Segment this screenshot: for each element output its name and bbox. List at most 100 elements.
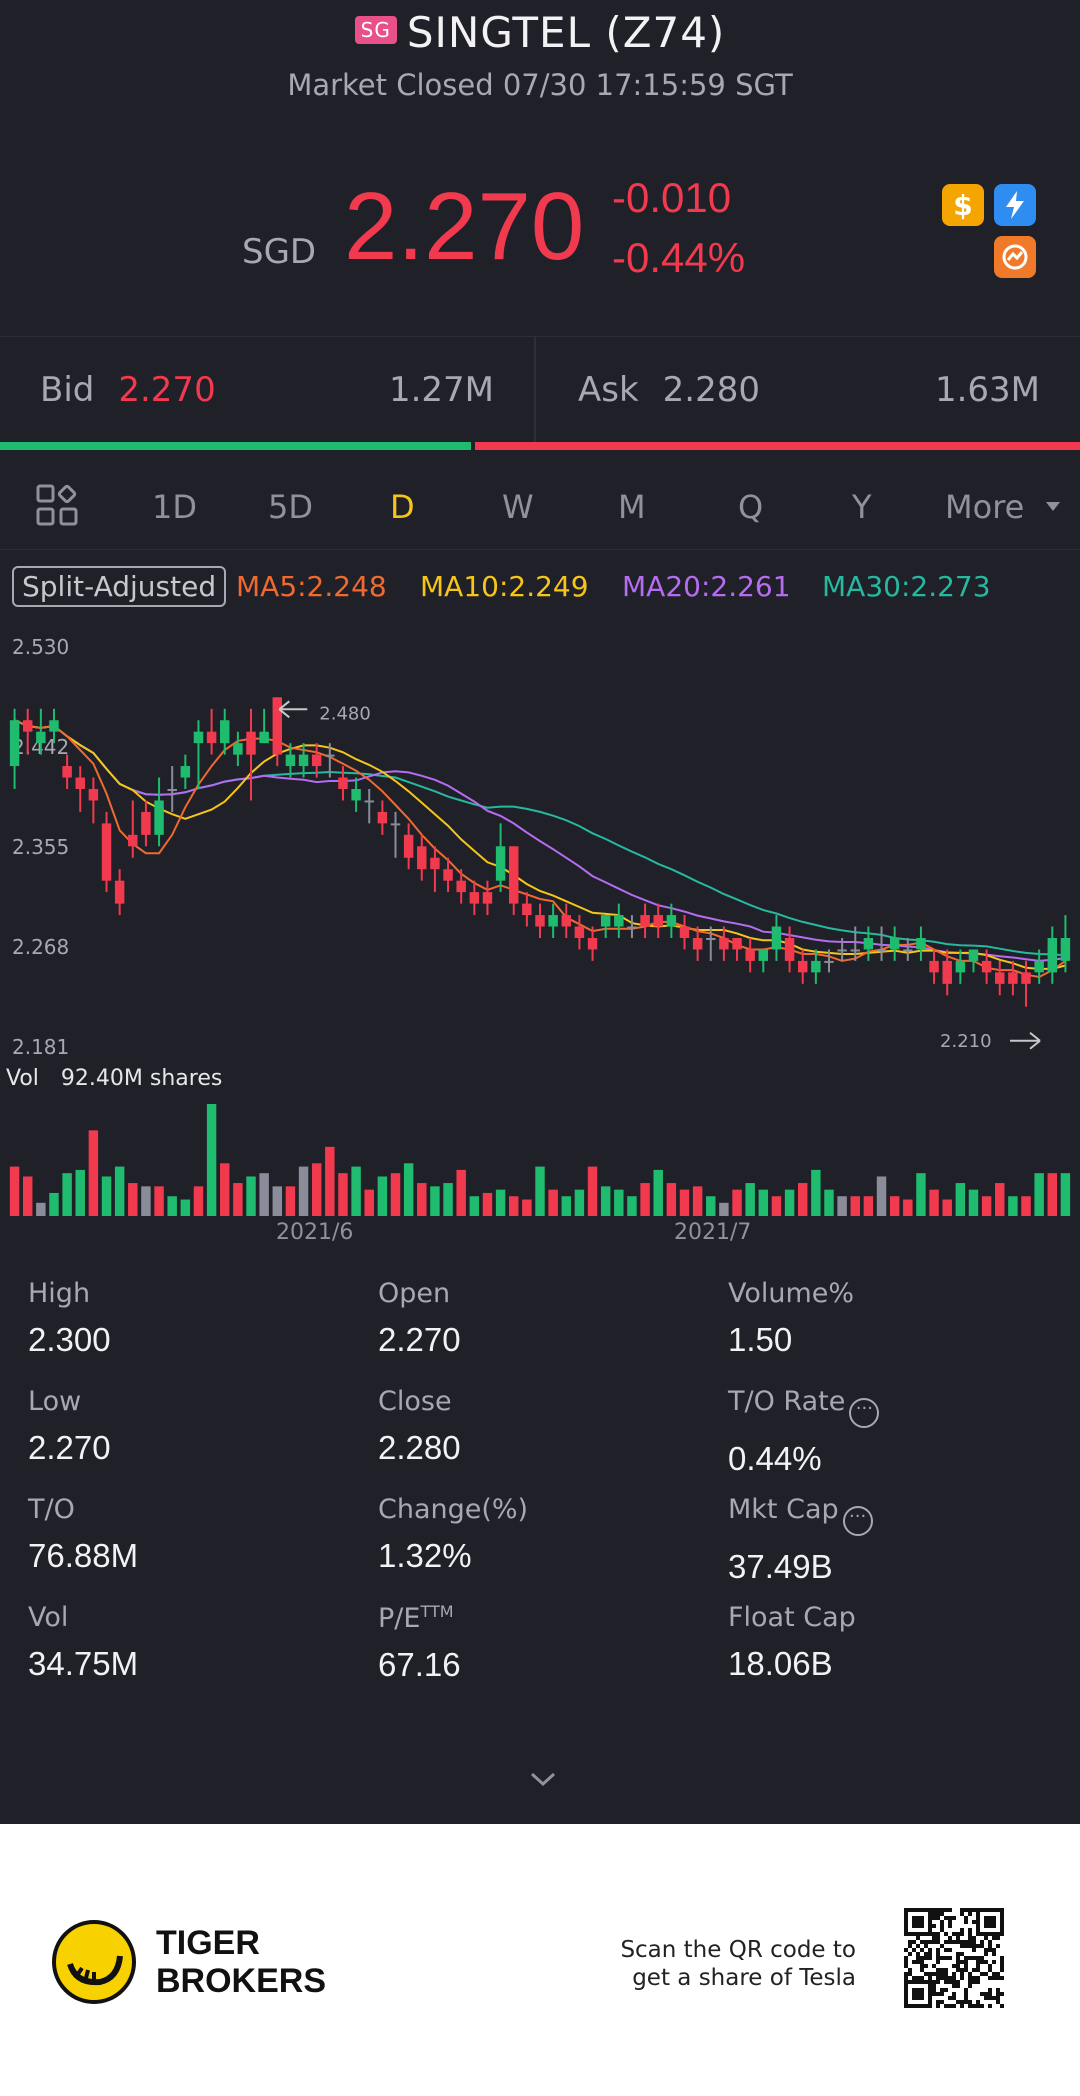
qr-module bbox=[940, 1968, 944, 1972]
tab-1d[interactable]: 1D bbox=[152, 488, 197, 526]
qr-module bbox=[992, 1960, 996, 1964]
candle-body bbox=[679, 926, 690, 938]
candle-body bbox=[1008, 972, 1018, 984]
qr-module bbox=[988, 1996, 992, 2000]
candle-body bbox=[653, 915, 663, 927]
tab-y[interactable]: Y bbox=[852, 488, 872, 526]
qr-module bbox=[920, 1968, 924, 1972]
lightning-icon[interactable] bbox=[994, 184, 1036, 226]
currency-label: SGD bbox=[242, 232, 317, 272]
qr-module bbox=[936, 1936, 940, 1940]
volume-bar bbox=[666, 1183, 677, 1216]
qr-module bbox=[972, 1956, 976, 1960]
volume-bar bbox=[128, 1183, 138, 1216]
tab-5d[interactable]: 5D bbox=[268, 488, 313, 526]
y-tick-label: 2.355 bbox=[12, 835, 69, 859]
bid-section[interactable]: Bid 2.270 1.27M bbox=[0, 337, 536, 443]
qr-module bbox=[916, 1952, 920, 1956]
qr-module bbox=[952, 1972, 956, 1976]
candle-body bbox=[758, 949, 769, 961]
qr-module bbox=[956, 1960, 960, 1964]
qr-module bbox=[960, 2004, 964, 2008]
qr-module bbox=[956, 1984, 960, 1988]
volume-bar bbox=[535, 1166, 545, 1216]
qr-module bbox=[1000, 1956, 1004, 1960]
split-adjusted-button[interactable]: Split-Adjusted bbox=[12, 566, 227, 607]
volume-value: 92.40M shares bbox=[60, 1066, 223, 1091]
moving-average-legend: Split-Adjusted MA5:2.248 MA10:2.249 MA20… bbox=[0, 564, 1080, 612]
qr-module bbox=[936, 1980, 940, 1984]
candle-body bbox=[22, 720, 33, 732]
tab-more[interactable]: More bbox=[945, 488, 1025, 526]
brand-line-1: TIGER bbox=[156, 1924, 260, 1962]
stat-low-label: Low bbox=[28, 1386, 82, 1417]
qr-module bbox=[980, 1944, 984, 1948]
tab-d[interactable]: D bbox=[390, 488, 415, 526]
qr-module bbox=[980, 2004, 984, 2008]
more-info-icon[interactable]: ··· bbox=[849, 1398, 880, 1428]
volume-bar bbox=[508, 1196, 519, 1216]
qr-module bbox=[956, 1940, 960, 1944]
candle-body bbox=[193, 731, 204, 744]
candle-body bbox=[561, 915, 572, 927]
qr-module bbox=[940, 1924, 944, 1928]
more-info-icon[interactable]: ··· bbox=[842, 1506, 873, 1536]
qr-module bbox=[968, 1944, 972, 1948]
qr-module bbox=[992, 1936, 996, 1940]
candle-body bbox=[298, 754, 309, 767]
qr-module bbox=[920, 1976, 924, 1980]
volume-bar bbox=[522, 1199, 532, 1216]
qr-module bbox=[952, 2004, 956, 2008]
qr-module bbox=[976, 1980, 980, 1984]
volume-bar bbox=[193, 1186, 204, 1216]
volume-bar bbox=[981, 1196, 992, 1216]
stat-pe-superscript: TTM bbox=[420, 1602, 454, 1621]
options-icon[interactable] bbox=[994, 236, 1036, 278]
volume-bar bbox=[916, 1173, 926, 1216]
qr-module bbox=[944, 1968, 948, 1972]
volume-bar bbox=[88, 1130, 99, 1216]
candle-body bbox=[1034, 960, 1044, 973]
bid-quantity: 1.27M bbox=[388, 370, 494, 410]
tab-m[interactable]: M bbox=[618, 488, 646, 526]
candle-body bbox=[850, 949, 860, 952]
ask-section[interactable]: Ask 2.280 1.63M bbox=[538, 337, 1080, 443]
tab-q[interactable]: Q bbox=[738, 488, 764, 526]
tab-w[interactable]: W bbox=[502, 488, 534, 526]
chevron-down-icon[interactable] bbox=[528, 1764, 558, 1794]
caret-down-icon[interactable] bbox=[1044, 500, 1062, 514]
qr-module bbox=[1000, 1992, 1004, 1996]
qr-module bbox=[932, 1992, 936, 1996]
volume-bar bbox=[167, 1196, 177, 1216]
volume-bar bbox=[1047, 1173, 1058, 1216]
bid-ask-bar[interactable]: Bid 2.270 1.27M Ask 2.280 1.63M bbox=[0, 336, 1080, 444]
dollar-icon[interactable]: $ bbox=[942, 184, 984, 226]
tiger-logo-icon bbox=[52, 1920, 136, 2004]
qr-module bbox=[932, 1908, 936, 1912]
volume-bar bbox=[233, 1183, 243, 1216]
brand-line-2: BROKERS bbox=[156, 1962, 327, 2000]
qr-module bbox=[964, 1992, 968, 1996]
candle-body bbox=[548, 915, 558, 927]
candle-body bbox=[614, 915, 624, 927]
stat-to-rate: T/O Rate ··· 0.44% bbox=[728, 1386, 1068, 1478]
qr-module bbox=[972, 1908, 976, 1912]
layout-grid-icon[interactable] bbox=[36, 484, 78, 526]
qr-module bbox=[960, 1912, 964, 1916]
volume-bar bbox=[259, 1173, 269, 1216]
y-tick-label: 2.530 bbox=[12, 635, 69, 659]
qr-module bbox=[976, 2000, 980, 2004]
qr-module bbox=[964, 1920, 968, 1924]
candle-body bbox=[811, 960, 821, 973]
candle-body bbox=[417, 846, 427, 870]
stat-pe-value: 67.16 bbox=[378, 1646, 461, 1683]
volume-bar bbox=[403, 1163, 414, 1216]
qr-module bbox=[988, 1940, 992, 1944]
qr-code[interactable] bbox=[904, 1908, 1004, 2008]
qr-module bbox=[908, 1972, 912, 1976]
qr-module bbox=[968, 1972, 972, 1976]
qr-module bbox=[932, 1932, 936, 1936]
qr-module bbox=[1000, 2004, 1004, 2008]
qr-module bbox=[940, 1992, 944, 1996]
